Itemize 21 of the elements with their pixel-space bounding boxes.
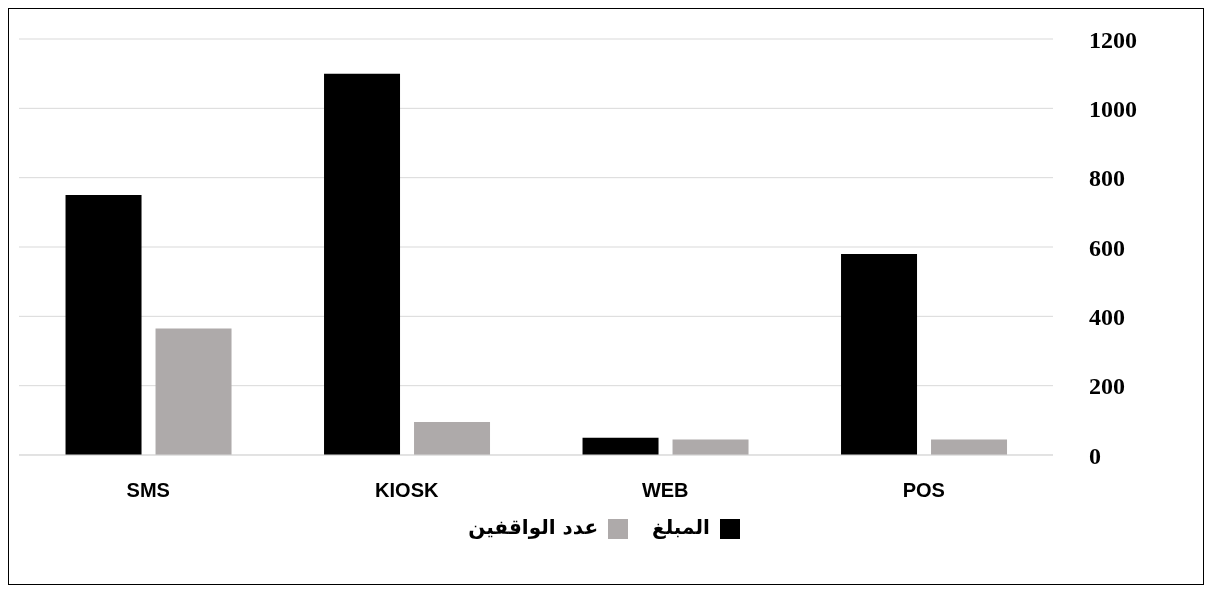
x-tick-label: SMS [126,479,170,502]
y-tick-label: 1000 [1089,95,1137,122]
legend-label: المبلغ [652,515,710,539]
bar [582,437,659,455]
x-tick-label: KIOSK [375,479,439,502]
y-tick-label: 400 [1089,303,1125,330]
y-tick-label: 0 [1089,442,1101,469]
y-tick-label: 1200 [1089,26,1137,53]
bar [841,253,918,455]
x-tick-label: WEB [641,479,689,502]
bar [65,195,142,455]
y-tick-label: 600 [1089,234,1125,261]
bar [324,73,401,455]
bar [672,439,749,455]
bar [155,328,232,455]
y-tick-label: 200 [1089,373,1125,400]
bar [931,439,1008,455]
legend-label: عدد الواقفين [468,515,599,539]
x-tick-label: POS [902,479,945,502]
bar [414,422,491,455]
y-tick-label: 800 [1089,165,1125,192]
